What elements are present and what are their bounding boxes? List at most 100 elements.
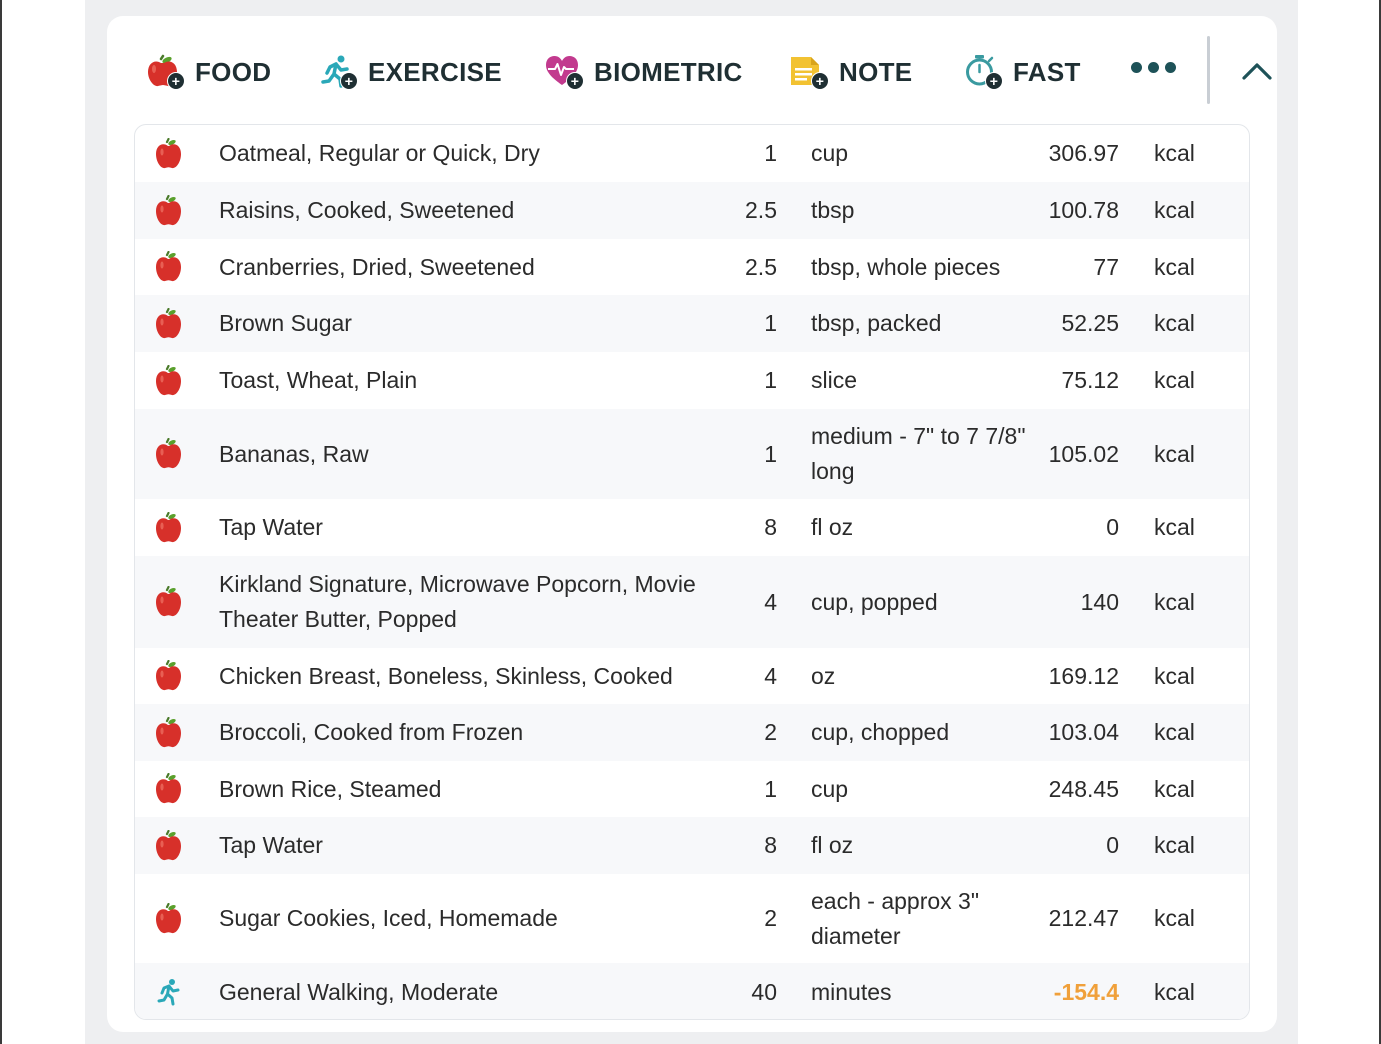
entry-name: Tap Water	[219, 832, 323, 858]
entry-name: Brown Rice, Steamed	[219, 775, 442, 802]
entry-name: Bananas, Raw	[219, 440, 369, 467]
entry-calories: 77	[1093, 253, 1119, 280]
entry-quantity: 1	[764, 140, 777, 166]
entry-name: Chicken Breast, Boneless, Skinless, Cook…	[219, 662, 673, 689]
entry-quantity: 4	[764, 588, 777, 615]
entry-name: Kirkland Signature, Microwave Popcorn, M…	[219, 571, 696, 632]
entry-row[interactable]: Raisins, Cooked, Sweetened 2.5 tbsp 100.78 k…	[135, 182, 1249, 239]
collapse-button[interactable]	[1239, 56, 1275, 86]
window-left-edge	[0, 0, 2, 1044]
entry-unit: tbsp, packed	[811, 310, 942, 336]
entry-quantity: 4	[764, 662, 777, 689]
entry-calories: -154.4	[1053, 978, 1119, 1005]
entry-quantity: 8	[764, 832, 777, 858]
apple-icon	[151, 704, 187, 761]
apple-icon	[151, 874, 187, 963]
apple-icon	[151, 182, 187, 239]
apple-icon	[151, 648, 187, 704]
entry-unit: fl oz	[811, 514, 854, 540]
entry-row[interactable]: Oatmeal, Regular or Quick, Dry 1 cup 306.97…	[135, 125, 1249, 182]
entry-kcal-label: kcal	[1154, 140, 1195, 166]
entry-quantity: 8	[764, 514, 777, 540]
entry-unit: cup, popped	[811, 588, 938, 615]
apple-icon	[151, 239, 187, 295]
entry-unit: slice	[811, 367, 858, 393]
add-note-button[interactable]: + NOTE	[789, 52, 912, 92]
entry-name: Tap Water	[219, 514, 323, 540]
entry-name: Broccoli, Cooked from Frozen	[219, 719, 524, 745]
entry-kcal-label: kcal	[1154, 367, 1195, 393]
entry-row[interactable]: Bananas, Raw 1 medium - 7" to 7 7/8" long 1…	[135, 409, 1249, 499]
entry-calories: 212.47	[1048, 905, 1119, 931]
runner-plus-icon: +	[318, 52, 362, 92]
add-exercise-button[interactable]: + EXERCISE	[318, 52, 502, 92]
entry-kcal-label: kcal	[1154, 197, 1195, 223]
entry-calories: 103.04	[1048, 719, 1119, 745]
entry-calories: 169.12	[1048, 662, 1119, 689]
entry-kcal-label: kcal	[1154, 253, 1195, 280]
runner-icon	[151, 963, 187, 1019]
entry-kcal-label: kcal	[1154, 978, 1195, 1005]
entry-kcal-label: kcal	[1154, 775, 1195, 802]
stopwatch-plus-icon: +	[963, 52, 1007, 92]
entry-unit: fl oz	[811, 832, 854, 858]
apple-icon	[151, 556, 187, 648]
entry-unit: tbsp, whole pieces	[811, 253, 1001, 280]
entry-row[interactable]: Sugar Cookies, Iced, Homemade 2 each - app…	[135, 874, 1249, 963]
add-biometric-label: BIOMETRIC	[594, 56, 743, 87]
entry-quantity: 1	[764, 775, 777, 802]
entry-unit: cup, chopped	[811, 719, 950, 745]
entry-row[interactable]: General Walking, Moderate 40 minutes -154.4…	[135, 963, 1249, 1019]
apple-icon	[151, 125, 187, 182]
add-food-button[interactable]: + FOOD	[145, 52, 271, 92]
entry-unit: minutes	[811, 978, 892, 1005]
entry-unit: each - approx 3" diameter	[811, 887, 979, 949]
entry-quantity: 2	[764, 905, 777, 931]
entry-kcal-label: kcal	[1154, 514, 1195, 540]
entry-row[interactable]: Chicken Breast, Boneless, Skinless, Cook…	[135, 648, 1249, 704]
entry-unit: medium - 7" to 7 7/8" long	[811, 423, 1026, 484]
entry-row[interactable]: Toast, Wheat, Plain 1 slice 75.12 kcal	[135, 352, 1249, 409]
window-right-edge	[1379, 0, 1381, 1044]
entry-name: Raisins, Cooked, Sweetened	[219, 197, 515, 223]
entry-unit: cup	[811, 775, 849, 802]
entry-name: Toast, Wheat, Plain	[219, 367, 418, 393]
entry-calories: 140	[1080, 588, 1119, 615]
entry-kcal-label: kcal	[1154, 662, 1195, 689]
entry-calories: 0	[1106, 514, 1119, 540]
entry-calories: 248.45	[1048, 775, 1119, 802]
entry-unit: oz	[811, 662, 836, 689]
entry-quantity: 2.5	[745, 197, 777, 223]
note-plus-icon: +	[789, 52, 833, 92]
entry-row[interactable]: Brown Sugar 1 tbsp, packed 52.25 kcal	[135, 295, 1249, 352]
entry-calories: 75.12	[1061, 367, 1119, 393]
apple-plus-icon: +	[145, 52, 189, 92]
entry-row[interactable]: Tap Water 8 fl oz 0 kcal	[135, 817, 1249, 874]
more-dots-icon[interactable]	[1131, 62, 1176, 73]
entry-calories: 105.02	[1048, 440, 1119, 467]
apple-icon	[151, 352, 187, 409]
entry-name: Sugar Cookies, Iced, Homemade	[219, 905, 558, 931]
entry-quantity: 1	[764, 367, 777, 393]
add-biometric-button[interactable]: + BIOMETRIC	[544, 52, 743, 92]
entry-kcal-label: kcal	[1154, 588, 1195, 615]
entry-row[interactable]: Broccoli, Cooked from Frozen 2 cup, choppe…	[135, 704, 1249, 761]
entry-name: General Walking, Moderate	[219, 978, 499, 1005]
entry-row[interactable]: Brown Rice, Steamed 1 cup 248.45 kcal	[135, 761, 1249, 817]
entry-name: Brown Sugar	[219, 310, 352, 336]
entry-name: Cranberries, Dried, Sweetened	[219, 253, 535, 280]
entry-kcal-label: kcal	[1154, 832, 1195, 858]
entry-kcal-label: kcal	[1154, 905, 1195, 931]
apple-icon	[151, 295, 187, 352]
add-exercise-label: EXERCISE	[368, 56, 502, 87]
add-food-label: FOOD	[195, 56, 272, 87]
entry-row[interactable]: Tap Water 8 fl oz 0 kcal	[135, 499, 1249, 556]
entry-row[interactable]: Cranberries, Dried, Sweetened 2.5 tbsp, wh…	[135, 239, 1249, 295]
add-fast-button[interactable]: + FAST	[963, 52, 1081, 92]
entry-calories: 306.97	[1048, 140, 1119, 166]
entry-row[interactable]: Kirkland Signature, Microwave Popcorn, M…	[135, 556, 1249, 648]
entry-kcal-label: kcal	[1154, 440, 1195, 467]
entry-quantity: 1	[764, 310, 777, 336]
apple-icon	[151, 499, 187, 556]
apple-icon	[151, 761, 187, 817]
